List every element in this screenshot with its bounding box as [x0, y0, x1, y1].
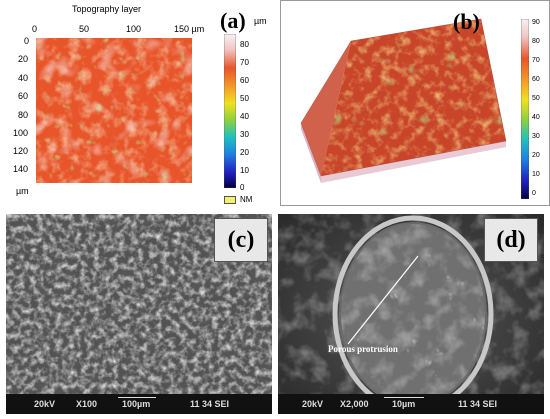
panel-d: (d) Porous protrusion 20kV X2,000 10µm 1… [278, 214, 544, 414]
nm-label: NM [240, 195, 253, 204]
sem-magnification-d: X2,000 [340, 399, 369, 409]
panel-a-unit: µm [254, 16, 267, 26]
sem-info-d: 11 34 SEI [458, 399, 498, 409]
colorbar-b-tick-10: 10 [532, 171, 540, 178]
x-tick-0: 0 [32, 24, 38, 34]
panel-a-title: Topography layer [72, 4, 142, 14]
panel-c: (c) 20kV X100 100µm 11 34 SEI [6, 214, 272, 414]
colorbar-a-tick-20: 20 [240, 148, 249, 157]
panel-b-label: (b) [453, 9, 480, 34]
y-tick-140: 140 [13, 164, 29, 174]
colorbar-b-tick-40: 40 [532, 114, 540, 121]
sem-info-c: 11 34 SEI [190, 399, 230, 409]
colorbar-b-tick-80: 80 [532, 38, 540, 45]
x-tick-50: 50 [79, 24, 90, 34]
sem-info-bar-d: 20kV X2,000 10µm 11 34 SEI [278, 394, 544, 414]
colorbar-a-tick-50: 50 [240, 94, 249, 103]
panel-b: (b) 90 80 70 60 50 40 30 20 10 0 [280, 0, 550, 206]
sem-image-d [278, 214, 544, 414]
porous-protrusion-annotation: Porous protrusion [328, 344, 398, 354]
sem-magnification-c: X100 [76, 399, 98, 409]
sem-info-bar-c: 20kV X100 100µm 11 34 SEI [6, 394, 272, 414]
sem-scale-bar-c [118, 397, 156, 398]
topography-3d-view [300, 18, 507, 183]
y-tick-0: 0 [24, 36, 30, 46]
colorbar-b-tick-30: 30 [532, 133, 540, 140]
sem-scale-c: 100µm [122, 399, 151, 409]
colorbar-b [521, 19, 529, 199]
sem-scale-bar-d [384, 397, 424, 398]
y-tick-80: 80 [18, 110, 29, 120]
y-tick-60: 60 [18, 91, 29, 101]
colorbar-a-tick-80: 80 [240, 40, 249, 49]
colorbar-b-tick-60: 60 [532, 76, 540, 83]
topography-map [36, 38, 192, 183]
y-axis-unit: µm [16, 186, 29, 196]
colorbar-b-tick-0: 0 [532, 190, 536, 197]
colorbar-a-tick-30: 30 [240, 130, 249, 139]
panel-d-label: (d) [484, 218, 538, 262]
colorbar-a-tick-10: 10 [240, 166, 249, 175]
y-tick-40: 40 [18, 73, 29, 83]
y-tick-100: 100 [13, 128, 29, 138]
panel-a-label: (a) [220, 8, 246, 33]
colorbar-a-tick-40: 40 [240, 112, 249, 121]
colorbar-b-tick-20: 20 [532, 152, 540, 159]
colorbar-a [224, 34, 236, 188]
panel-a: Topography layer 0 50 100 150 µm 0 20 40… [0, 0, 276, 206]
nm-swatch [224, 196, 236, 204]
x-tick-100: 100 [126, 24, 142, 34]
colorbar-b-tick-90: 90 [532, 19, 540, 26]
sem-voltage-d: 20kV [302, 399, 324, 409]
colorbar-a-tick-0: 0 [240, 183, 245, 192]
y-tick-120: 120 [13, 146, 29, 156]
colorbar-b-tick-50: 50 [532, 95, 540, 102]
colorbar-a-tick-70: 70 [240, 58, 249, 67]
x-tick-150: 150 µm [174, 24, 205, 34]
panel-c-label: (c) [214, 218, 268, 262]
colorbar-b-tick-70: 70 [532, 57, 540, 64]
y-tick-20: 20 [18, 54, 29, 64]
colorbar-a-tick-60: 60 [240, 76, 249, 85]
sem-scale-d: 10µm [392, 399, 416, 409]
sem-voltage-c: 20kV [34, 399, 56, 409]
